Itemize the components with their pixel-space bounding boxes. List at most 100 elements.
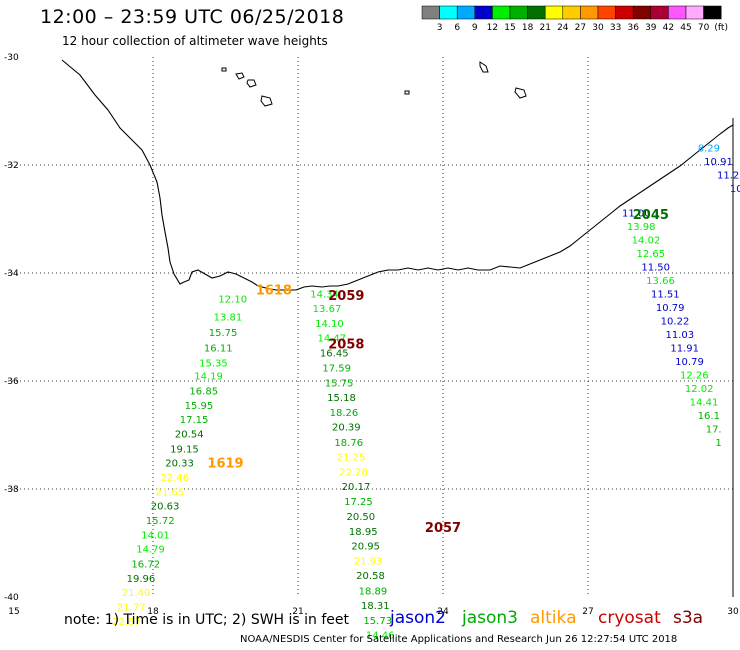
lat-tick-label: -34 [4, 269, 19, 279]
wave-height-value: 12.65 [637, 249, 666, 260]
wave-height-value: 17.15 [180, 415, 209, 426]
scale-swatch [650, 5, 669, 20]
scale-label: 12 [487, 23, 498, 33]
wave-height-value: 15.35 [199, 358, 228, 369]
wave-height-value: 17.59 [322, 363, 351, 374]
scale-swatch [421, 5, 440, 20]
wave-height-value: 14.41 [690, 397, 719, 408]
map-subtitle: 12 hour collection of altimeter wave hei… [62, 34, 328, 48]
scale-swatch [597, 5, 616, 20]
wave-height-value: 21.77 [117, 603, 146, 614]
wave-height-value: 14.02 [632, 235, 661, 246]
wave-height-value: 14.47 [318, 334, 347, 345]
wave-height-value: 16.1 [698, 411, 720, 422]
wave-height-value: 20.17 [342, 482, 371, 493]
lon-tick-label: 18 [147, 607, 159, 617]
wave-height-value: 18.76 [334, 438, 363, 449]
legend-jason3: jason3 [462, 608, 518, 628]
wave-height-value: 10.79 [656, 303, 685, 314]
footer-note: note: 1) Time is in UTC; 2) SWH is in fe… [64, 612, 350, 628]
scale-label: 36 [627, 23, 639, 33]
scale-swatch [544, 5, 564, 20]
scale-swatch [685, 5, 704, 20]
scale-label: 30 [592, 23, 604, 33]
lon-tick-label: 30 [727, 607, 739, 617]
wave-height-value: 13.81 [214, 313, 243, 324]
wave-height-value: 14.46 [366, 631, 395, 642]
island-4 [260, 95, 273, 107]
scale-label: 3 [437, 23, 443, 33]
scale-label: 6 [454, 23, 460, 33]
wave-height-value: 15.72 [146, 516, 175, 527]
legend-jason2: jason2 [390, 608, 446, 628]
wave-height-value: 16.85 [189, 387, 218, 398]
south-africa-coastline [61, 59, 734, 291]
island-5 [404, 90, 410, 95]
scale-label: 45 [680, 23, 691, 33]
wave-height-value: 15.95 [185, 401, 214, 412]
wave-height-value: 20.39 [332, 423, 361, 434]
wave-height-value: 22.46 [160, 473, 189, 484]
wave-height-value: 20.63 [151, 502, 180, 513]
scale-label: 70 [698, 23, 710, 33]
island-7 [514, 87, 527, 99]
wave-height-value: 19.15 [170, 444, 199, 455]
scale-label: 39 [645, 23, 657, 33]
pass-number: 2057 [425, 521, 461, 536]
island-2 [235, 72, 245, 80]
wave-height-value: 21.40 [122, 588, 151, 599]
scale-swatch [474, 5, 493, 20]
wave-height-value: 21.65 [156, 487, 185, 498]
legend-s3a: s3a [673, 608, 704, 628]
wave-height-value: 13.98 [627, 222, 656, 233]
lat-tick-label: -36 [4, 377, 19, 387]
pass-number: 2058 [328, 338, 364, 353]
color-scale-legend: 3 6 9 12 15 18 21 24 27 30 33 36 39 42 45 70 (ft) [421, 5, 728, 33]
pass-number: 2059 [328, 289, 364, 304]
track-west: 12.10 13.81 15.75 16.11 15.35 14.19 16.85 15.95… [112, 295, 247, 628]
wave-height-value: 12.02 [685, 384, 714, 395]
wave-height-value: 11.2 [717, 171, 739, 182]
wave-height-value: 14.19 [194, 371, 223, 382]
map-title: 12:00 – 23:59 UTC 06/25/2018 [40, 6, 345, 28]
lat-tick-label: -38 [4, 485, 19, 495]
wave-height-value: 22.87 [112, 617, 141, 628]
track-center: 14.34 13.67 14.10 14.47 16.45 17.59 15.75 15.18… [310, 289, 394, 641]
wave-height-value: 16.45 [320, 349, 349, 360]
scale-label: (ft) [714, 23, 728, 33]
scale-label: 9 [472, 23, 478, 33]
wave-height-value: 20.95 [351, 541, 380, 552]
island-6 [479, 61, 489, 73]
pass-number: 1618 [256, 284, 292, 299]
wave-height-value: 20.54 [175, 430, 204, 441]
wave-height-value: 20.33 [165, 458, 194, 469]
wave-height-value: 8.29 [698, 144, 720, 155]
scale-label: 27 [575, 23, 586, 33]
lat-lon-grid: 15 18 21 24 27 30 -30 -32 -34 -36 -38 -40 [4, 53, 739, 617]
scale-swatch [703, 5, 722, 20]
pass-number-labels: 1618 1619 2059 2058 2057 2045 [207, 208, 669, 536]
scale-swatch [527, 5, 546, 20]
pass-number: 2045 [633, 208, 669, 223]
wave-height-value: 11.91 [670, 343, 699, 354]
wave-height-value: 19.96 [127, 574, 156, 585]
scale-label: 18 [522, 23, 534, 33]
wave-height-value: 15.75 [325, 378, 354, 389]
lat-tick-label: -40 [4, 593, 19, 603]
wave-height-value: 15.73 [363, 616, 392, 627]
legend-cryosat: cryosat [598, 608, 661, 628]
wave-height-value: 18.89 [359, 586, 388, 597]
wave-height-value: 13.66 [646, 276, 675, 287]
island-1 [221, 67, 227, 72]
wave-height-value: 11.00 [622, 208, 651, 219]
wave-height-value: 15.75 [209, 328, 238, 339]
track-northeast: 8.29 10.91 11.2 10. [698, 144, 740, 196]
scale-label: 42 [663, 23, 674, 33]
scale-label: 24 [557, 23, 569, 33]
track-east: 11.00 13.98 14.02 12.65 11.50 13.66 11.51 10.79… [622, 208, 722, 448]
scale-label: 15 [504, 23, 515, 33]
wave-height-value: 14.01 [141, 531, 170, 542]
legend-altika: altika [530, 608, 577, 628]
